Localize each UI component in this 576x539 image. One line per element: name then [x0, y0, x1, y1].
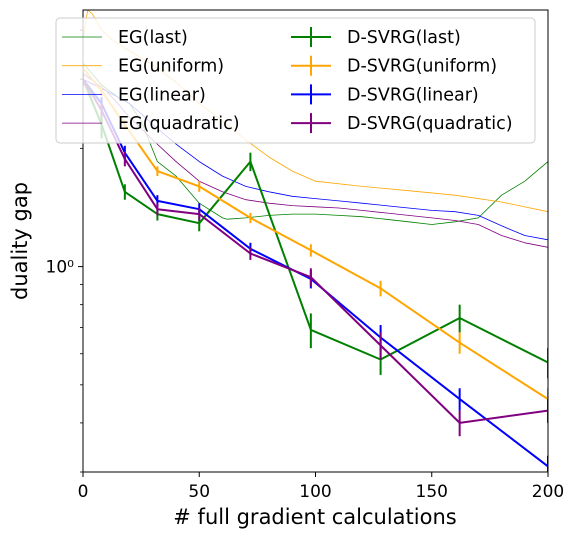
x-axis: 0 50 100 150 200 [78, 472, 564, 502]
x-tick-label: 150 [416, 482, 448, 502]
legend-item: D-SVRG(uniform) [291, 55, 497, 77]
legend-label: EG(quadratic) [118, 114, 240, 134]
legend-label: D-SVRG(linear) [347, 85, 479, 105]
legend-label: D-SVRG(last) [347, 28, 461, 48]
legend-item: D-SVRG(quadratic) [291, 113, 513, 134]
legend-item: EG(last) [62, 28, 188, 48]
legend: EG(last) EG(uniform) EG(linear) EG(quadrati… [55, 17, 536, 144]
legend-item: D-SVRG(linear) [291, 84, 479, 105]
x-tick-label: 100 [299, 482, 331, 502]
legend-item: EG(quadratic) [62, 114, 240, 134]
legend-box [55, 17, 536, 144]
y-axis-title: duality gap [8, 182, 32, 300]
x-tick-label: 200 [532, 482, 564, 502]
legend-label: EG(last) [118, 28, 188, 48]
legend-label: D-SVRG(quadratic) [347, 114, 513, 134]
legend-label: EG(linear) [118, 85, 206, 105]
legend-item: EG(uniform) [62, 57, 224, 77]
x-tick-label: 0 [78, 482, 89, 502]
legend-label: EG(uniform) [118, 57, 224, 77]
x-axis-title: # full gradient calculations [173, 505, 456, 529]
series-line [83, 78, 548, 364]
y-tick-label: 10⁰ [46, 258, 75, 278]
legend-label: D-SVRG(uniform) [347, 57, 497, 77]
legend-item: D-SVRG(last) [291, 27, 461, 48]
x-tick-label: 50 [188, 482, 210, 502]
legend-item: EG(linear) [62, 85, 206, 105]
